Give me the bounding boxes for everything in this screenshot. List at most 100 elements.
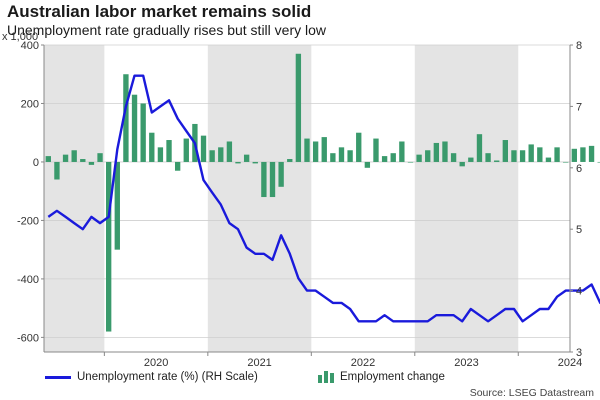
employment-bar — [338, 147, 345, 162]
employment-bar — [459, 161, 465, 167]
employment-bar — [183, 138, 189, 162]
employment-bar — [235, 161, 241, 164]
employment-bar — [330, 153, 336, 162]
chart-subtitle: Unemployment rate gradually rises but st… — [7, 22, 327, 38]
employment-bar — [157, 147, 164, 162]
employment-bar — [269, 161, 276, 198]
tick-labels: -600 -400 -200 0 200 400 3 4 5 6 7 8 2020 2021 2022 202… — [17, 40, 582, 369]
left-tick-label: 400 — [21, 40, 39, 52]
employment-bar — [243, 154, 250, 162]
employment-bar — [304, 138, 310, 162]
employment-bar — [373, 138, 379, 162]
x-tick-label: 2023 — [454, 357, 478, 369]
left-tick-label: -400 — [17, 274, 39, 286]
employment-bar — [468, 157, 474, 162]
employment-bar — [62, 154, 69, 162]
legend-line-swatch — [45, 375, 71, 379]
employment-bar — [519, 150, 526, 162]
right-tick-label: 8 — [576, 40, 582, 52]
right-tick-label: 6 — [576, 163, 582, 175]
employment-bar — [140, 103, 146, 162]
employment-bar — [200, 135, 207, 162]
left-axis-unit-label: x 1,000 — [2, 31, 39, 43]
employment-bar — [166, 140, 172, 162]
employment-bar — [494, 160, 500, 162]
right-tick-label: 5 — [576, 224, 582, 236]
employment-bar — [416, 154, 422, 162]
employment-bar — [252, 161, 258, 164]
right-tick-label: 7 — [576, 101, 582, 113]
employment-bar — [407, 161, 414, 163]
employment-bar — [209, 150, 215, 162]
employment-bar — [71, 150, 77, 162]
employment-bar — [588, 145, 595, 162]
employment-bar — [364, 161, 371, 168]
employment-bar — [105, 161, 112, 332]
x-tick-label: 2022 — [351, 357, 375, 369]
employment-bar — [347, 150, 353, 162]
employment-bar — [287, 159, 293, 162]
employment-bar — [174, 161, 181, 171]
employment-bar — [321, 137, 327, 162]
left-tick-label: 200 — [21, 98, 39, 110]
right-tick-label: 4 — [576, 286, 582, 298]
employment-change-bars — [45, 53, 600, 332]
x-tick-label: 2021 — [247, 357, 271, 369]
employment-bar — [356, 132, 362, 162]
chart-title: Australian labor market remains solid — [7, 2, 312, 21]
employment-bar — [433, 142, 440, 162]
employment-bar — [123, 74, 129, 162]
employment-bar — [442, 141, 448, 162]
legend-bar-label: Employment change — [340, 371, 445, 383]
shaded-year-bands — [44, 45, 519, 352]
shade-2021 — [207, 45, 312, 352]
employment-bar — [149, 132, 155, 162]
employment-bar — [390, 153, 396, 162]
employment-bar — [261, 161, 267, 198]
unemployment-rate-line — [47, 74, 600, 323]
employment-bar — [131, 94, 138, 162]
employment-bar — [278, 161, 284, 187]
employment-bar — [511, 150, 517, 162]
employment-bar — [381, 156, 388, 162]
right-tick-label: 3 — [576, 347, 582, 359]
employment-bar — [80, 159, 86, 162]
employment-bar — [528, 144, 534, 162]
left-tick-label: -600 — [17, 332, 39, 344]
employment-bar — [54, 161, 60, 180]
axes — [41, 44, 573, 356]
employment-bar — [218, 147, 224, 162]
employment-bar — [425, 150, 431, 162]
employment-bar — [114, 161, 120, 250]
legend-line-label: Unemployment rate (%) (RH Scale) — [77, 371, 258, 383]
employment-bar — [476, 134, 483, 162]
employment-bar — [399, 141, 405, 162]
legend-bar-swatch — [318, 371, 334, 383]
employment-bar — [580, 147, 586, 162]
employment-bar — [537, 147, 543, 162]
employment-bar — [485, 153, 491, 162]
legend-unemployment: Unemployment rate (%) (RH Scale) — [45, 371, 258, 383]
employment-bar — [554, 147, 560, 162]
employment-bar — [502, 140, 509, 162]
employment-bar — [597, 161, 600, 163]
employment-bar — [295, 53, 302, 162]
shade-2023 — [414, 45, 519, 352]
x-tick-label: 2024 — [558, 357, 582, 369]
employment-bar — [450, 153, 457, 162]
employment-bar — [97, 153, 103, 162]
employment-bar — [563, 161, 569, 163]
employment-bar — [571, 148, 577, 162]
x-tick-label: 2020 — [144, 357, 168, 369]
employment-bar — [45, 156, 51, 162]
shade-2019 — [44, 45, 105, 352]
source-note: Source: LSEG Datastream — [469, 387, 594, 399]
left-tick-label: -200 — [17, 215, 39, 227]
employment-bar — [545, 157, 552, 162]
unemployment-line-path — [47, 74, 600, 323]
employment-bar — [88, 161, 95, 165]
employment-bar — [312, 141, 319, 162]
employment-bar — [226, 141, 233, 162]
left-tick-label: 0 — [33, 157, 39, 169]
